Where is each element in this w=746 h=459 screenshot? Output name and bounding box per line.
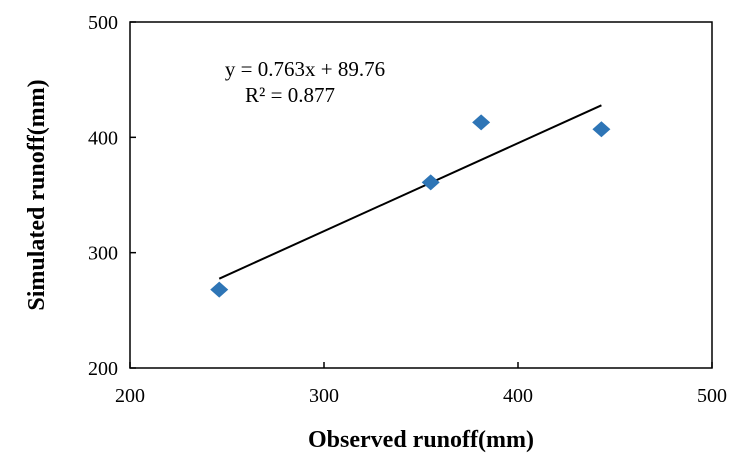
data-point <box>210 281 229 298</box>
data-point <box>421 174 440 191</box>
plot-area <box>129 21 713 369</box>
x-tick-label: 500 <box>697 385 727 407</box>
x-tick-label: 200 <box>115 385 145 407</box>
data-points <box>210 114 611 298</box>
trend-line <box>218 104 602 280</box>
y-tick-label: 200 <box>88 358 118 380</box>
x-tick-label: 300 <box>309 385 339 407</box>
trendline-r2: R² = 0.877 <box>245 83 335 107</box>
ticks <box>129 21 713 369</box>
y-tick-label: 400 <box>88 127 118 149</box>
tick-labels: 200 300 400 500 200 300 400 500 <box>88 12 727 407</box>
x-tick-label: 400 <box>503 385 533 407</box>
x-axis-title: Observed runoff(mm) <box>308 427 534 453</box>
y-axis-title: Simulated runoff(mm) <box>24 79 50 310</box>
data-point <box>472 114 491 131</box>
data-point <box>592 121 611 138</box>
trendline-equation: y = 0.763x + 89.76 <box>225 57 385 81</box>
y-tick-label: 300 <box>88 243 118 265</box>
y-tick-label: 500 <box>88 12 118 34</box>
